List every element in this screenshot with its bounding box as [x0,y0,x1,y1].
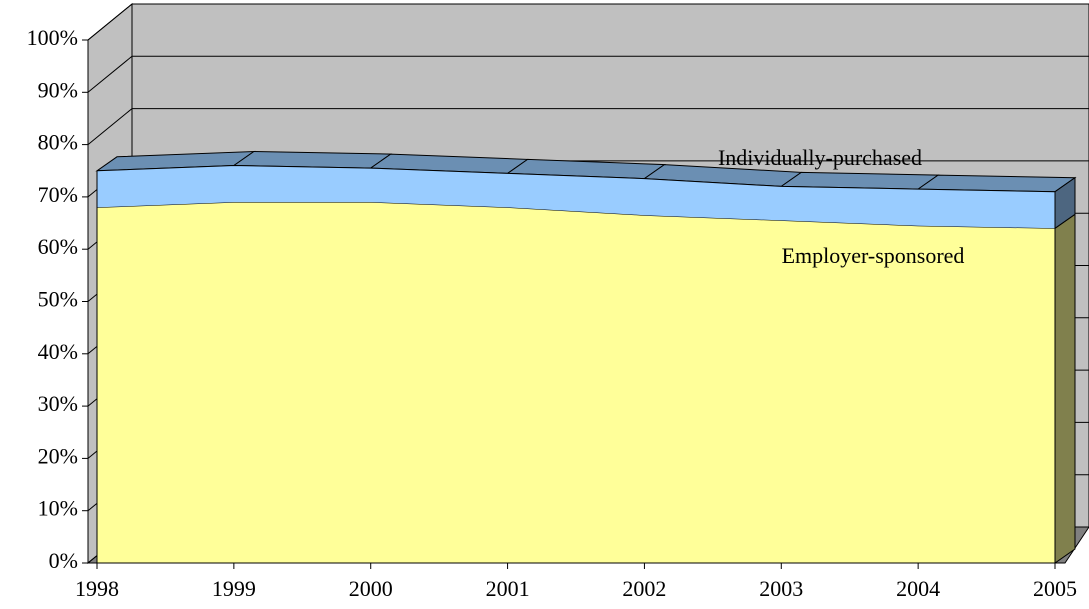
x-tick-label: 2004 [896,576,940,601]
area-edge [96,164,1056,193]
y-tick-label: 60% [38,234,78,259]
y-tick-label: 30% [38,391,78,416]
y-tick-label: 80% [38,130,78,155]
y-tick-label: 40% [38,339,78,364]
x-tick-label: 2003 [759,576,803,601]
grid-line [87,55,1089,93]
y-tick-label: 0% [49,548,78,573]
y-tick-label: 100% [27,25,78,50]
series-label: Employer-sponsored [782,243,965,268]
x-tick-label: 2001 [486,576,530,601]
x-tick-label: 1998 [75,576,119,601]
y-tick-label: 70% [38,182,78,207]
x-tick-label: 2005 [1033,576,1077,601]
y-tick-label: 50% [38,287,78,312]
area-fill [97,165,1055,229]
series-label: Individually-purchased [718,145,922,170]
area-side-face [1054,213,1076,564]
x-tick-label: 1999 [212,576,256,601]
x-tick-label: 2000 [349,576,393,601]
area-fill [97,202,1055,563]
y-tick-label: 10% [38,496,78,521]
grid-line [87,108,1089,145]
y-tick-label: 20% [38,443,78,468]
x-tick-label: 2002 [622,576,666,601]
y-tick-label: 90% [38,77,78,102]
grid-line [87,3,1089,41]
